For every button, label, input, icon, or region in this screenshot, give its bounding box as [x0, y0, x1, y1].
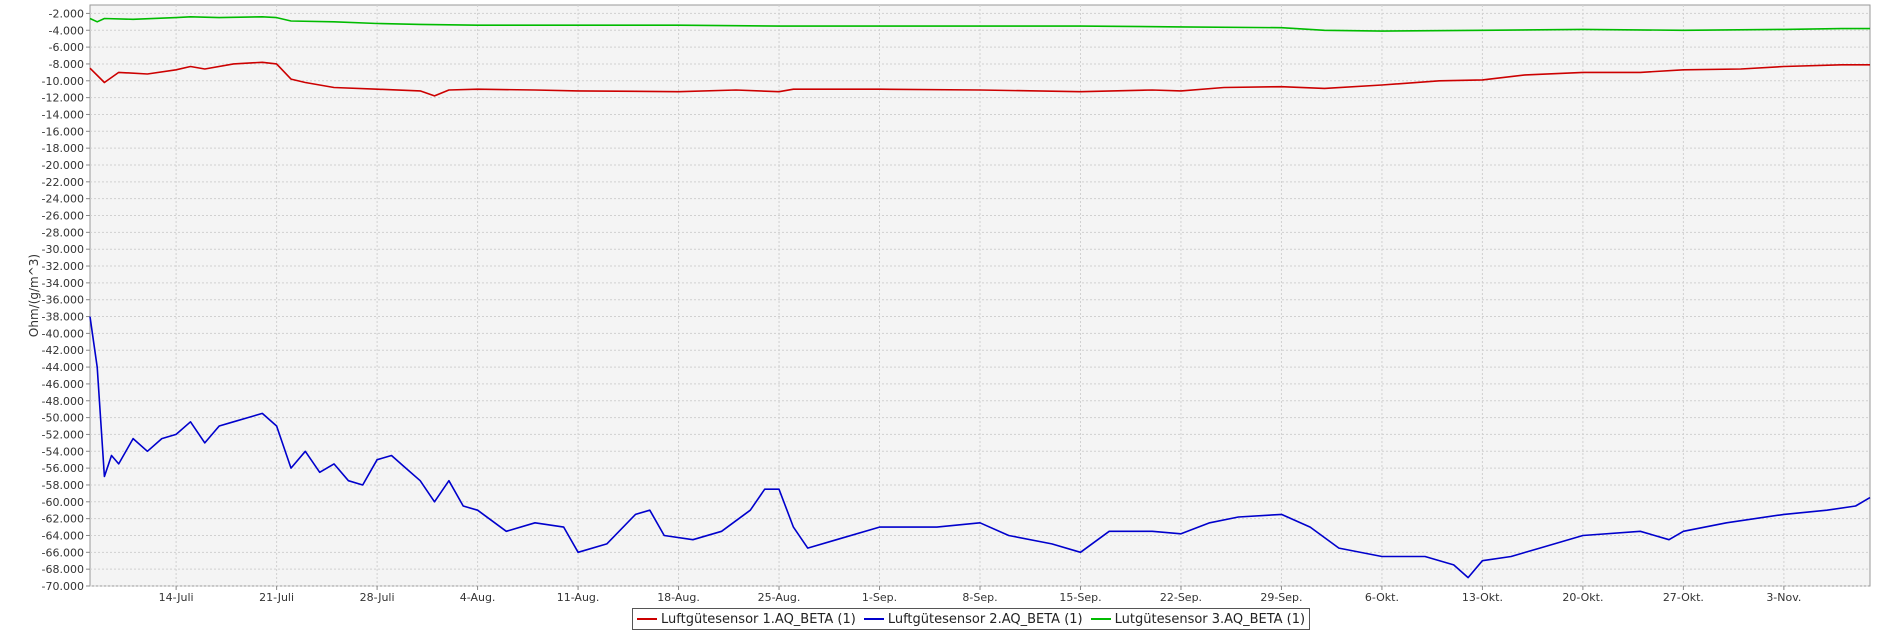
x-tick-label: 4-Aug. [460, 591, 496, 604]
x-tick-label: 18-Aug. [657, 591, 700, 604]
y-tick-label: -6.000 [49, 41, 84, 54]
y-tick-label: -2.000 [49, 7, 84, 20]
legend-swatch [1090, 618, 1111, 620]
legend-item-sensor-2: Luftgütesensor 2.AQ_BETA (1) [863, 611, 1083, 627]
x-tick-label: 15-Sep. [1059, 591, 1101, 604]
x-tick-label: 22-Sep. [1160, 591, 1202, 604]
y-tick-label: -34.000 [42, 277, 84, 290]
legend-item-sensor-3: Lutgütesensor 3.AQ_BETA (1) [1090, 611, 1306, 627]
legend-label: Luftgütesensor 2.AQ_BETA (1) [887, 611, 1083, 627]
y-tick-label: -36.000 [42, 294, 84, 307]
y-tick-label: -24.000 [42, 193, 84, 206]
y-tick-label: -4.000 [49, 24, 84, 37]
y-tick-label: -28.000 [42, 226, 84, 239]
x-tick-label: 3-Nov. [1766, 591, 1801, 604]
x-tick-label: 8-Sep. [962, 591, 997, 604]
y-tick-label: -50.000 [42, 412, 84, 425]
x-tick-label: 29-Sep. [1260, 591, 1302, 604]
y-tick-label: -44.000 [42, 361, 84, 374]
y-tick-label: -20.000 [42, 159, 84, 172]
x-tick-label: 28-Juli [360, 591, 395, 604]
y-tick-label: -10.000 [42, 75, 84, 88]
y-tick-label: -46.000 [42, 378, 84, 391]
y-tick-label: -18.000 [42, 142, 84, 155]
y-tick-label: -58.000 [42, 479, 84, 492]
y-axis-label: Ohm/(g/m^3) [27, 254, 41, 337]
series-line-2 [89, 316, 1871, 579]
y-tick-label: -62.000 [42, 513, 84, 526]
grid [90, 5, 1870, 587]
y-tick-label: -56.000 [42, 462, 84, 475]
y-tick-label: -16.000 [42, 125, 84, 138]
x-tick-label: 6-Okt. [1365, 591, 1399, 604]
series-line-1 [89, 61, 1870, 97]
y-tick-label: -38.000 [42, 311, 84, 324]
legend-item-sensor-1: Luftgütesensor 1.AQ_BETA (1) [637, 612, 856, 627]
x-tick-label: 1-Sep. [862, 591, 897, 604]
x-tick-label: 13-Okt. [1462, 591, 1503, 604]
axes: -2.000 -4.000 -6.000 -8.000 -10.000 -12.000 -1… [42, 7, 1802, 604]
legend-swatch [637, 618, 657, 620]
y-tick-label: -14.000 [42, 108, 84, 121]
y-tick-label: -54.000 [42, 445, 84, 458]
y-tick-label: -60.000 [42, 496, 84, 509]
y-tick-label: -8.000 [49, 58, 84, 71]
y-tick-label: -42.000 [42, 344, 84, 357]
x-tick-label: 27-Okt. [1663, 591, 1704, 604]
y-tick-label: -52.000 [42, 428, 84, 441]
y-tick-label: -66.000 [42, 546, 84, 559]
y-tick-label: -40.000 [42, 327, 84, 340]
y-tick-label: -64.000 [42, 529, 84, 542]
y-tick-label: -32.000 [42, 260, 84, 273]
y-tick-label: -26.000 [42, 210, 84, 223]
y-tick-label: -48.000 [42, 395, 84, 408]
y-tick-label: -30.000 [42, 243, 84, 256]
y-tick-label: -12.000 [42, 92, 84, 105]
y-tick-label: -70.000 [42, 580, 84, 593]
y-tick-label: -68.000 [42, 563, 84, 576]
x-tick-label: 14-Juli [159, 591, 194, 604]
series-group [89, 15, 1871, 579]
legend-swatch [863, 618, 884, 620]
series-line-3 [89, 15, 1870, 32]
x-tick-label: 25-Aug. [758, 591, 801, 604]
legend-label: Lutgütesensor 3.AQ_BETA (1) [1114, 611, 1306, 627]
legend: Luftgütesensor 1.AQ_BETA (1) Luftgütesen… [632, 608, 1311, 630]
x-tick-label: 21-Juli [259, 591, 294, 604]
legend-label: Luftgütesensor 1.AQ_BETA (1) [661, 611, 856, 627]
x-tick-label: 11-Aug. [557, 591, 600, 604]
y-tick-label: -22.000 [42, 176, 84, 189]
x-tick-label: 20-Okt. [1562, 591, 1603, 604]
